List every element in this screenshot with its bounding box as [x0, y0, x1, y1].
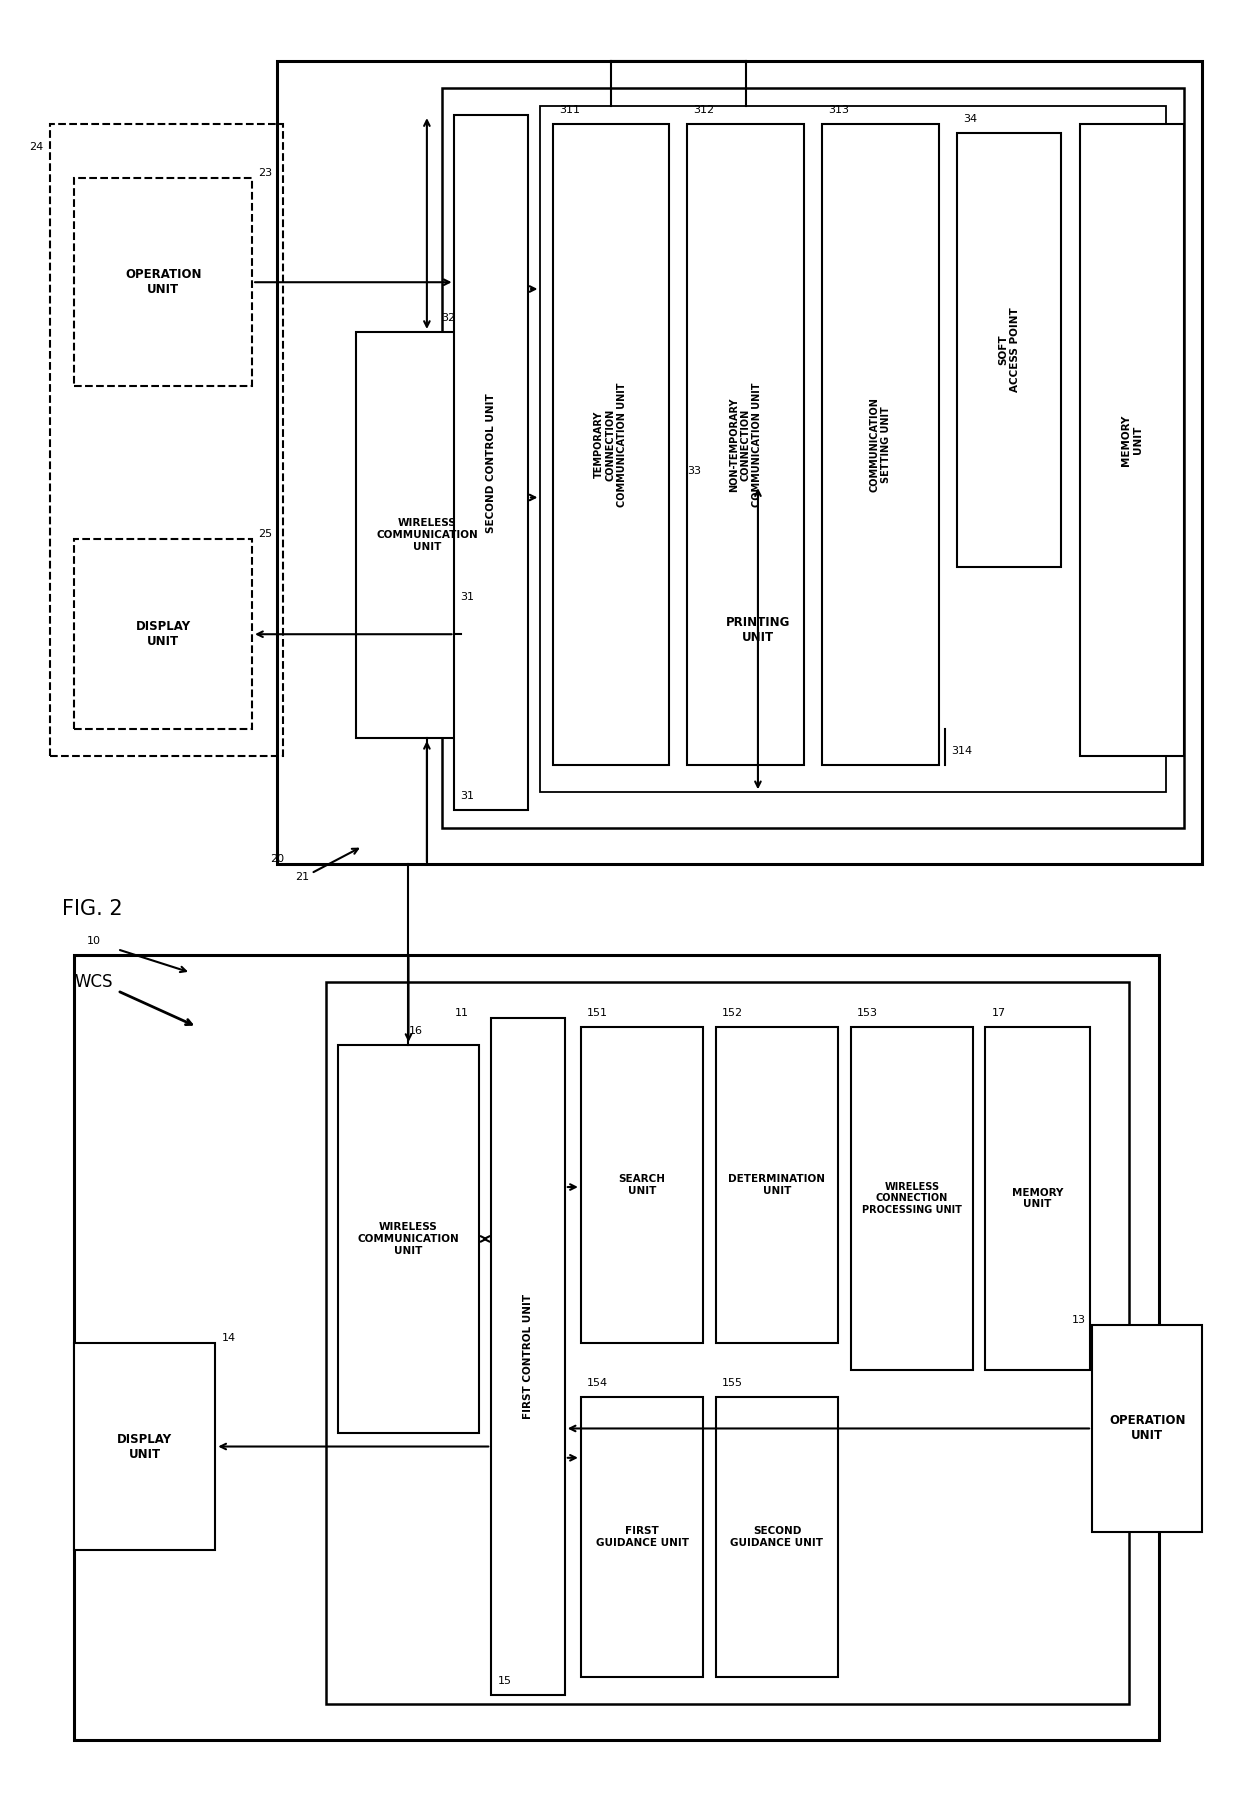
Text: 155: 155 — [722, 1377, 743, 1388]
FancyBboxPatch shape — [74, 955, 1159, 1739]
Text: DISPLAY
UNIT: DISPLAY UNIT — [118, 1433, 172, 1461]
Text: 313: 313 — [828, 106, 849, 115]
FancyBboxPatch shape — [687, 124, 804, 766]
Text: WIRELESS
COMMUNICATION
UNIT: WIRELESS COMMUNICATION UNIT — [357, 1222, 459, 1255]
Text: OPERATION
UNIT: OPERATION UNIT — [1109, 1415, 1185, 1442]
Text: PRINTING
UNIT: PRINTING UNIT — [725, 615, 790, 644]
Text: 25: 25 — [258, 529, 273, 540]
FancyBboxPatch shape — [851, 1028, 973, 1370]
FancyBboxPatch shape — [957, 133, 1061, 566]
Text: OPERATION
UNIT: OPERATION UNIT — [125, 267, 202, 296]
Text: 20: 20 — [270, 855, 285, 864]
Text: DISPLAY
UNIT: DISPLAY UNIT — [135, 620, 191, 648]
Text: 23: 23 — [258, 169, 273, 178]
Text: WCS: WCS — [74, 973, 113, 991]
Text: SEARCH
UNIT: SEARCH UNIT — [619, 1173, 666, 1195]
Text: 31: 31 — [460, 591, 475, 602]
Text: 16: 16 — [408, 1026, 423, 1035]
Text: 314: 314 — [951, 746, 972, 757]
FancyBboxPatch shape — [326, 982, 1128, 1704]
Text: TEMPORARY
CONNECTION
COMMUNICATION UNIT: TEMPORARY CONNECTION COMMUNICATION UNIT — [594, 382, 627, 508]
Text: 152: 152 — [722, 1008, 743, 1019]
FancyBboxPatch shape — [675, 486, 841, 775]
FancyBboxPatch shape — [553, 124, 670, 766]
Text: COMMUNICATION
SETTING UNIT: COMMUNICATION SETTING UNIT — [869, 397, 892, 493]
Text: NON-TEMPORARY
CONNECTION
COMMUNICATION UNIT: NON-TEMPORARY CONNECTION COMMUNICATION U… — [729, 382, 763, 508]
FancyBboxPatch shape — [715, 1397, 838, 1677]
FancyBboxPatch shape — [822, 124, 939, 766]
Text: 15: 15 — [497, 1675, 511, 1686]
Text: 33: 33 — [687, 466, 702, 477]
Text: 34: 34 — [963, 115, 977, 124]
FancyBboxPatch shape — [541, 106, 1166, 791]
Text: 151: 151 — [587, 1008, 608, 1019]
FancyBboxPatch shape — [74, 178, 252, 386]
FancyBboxPatch shape — [443, 87, 1184, 828]
FancyBboxPatch shape — [455, 115, 528, 809]
Text: 24: 24 — [30, 142, 43, 153]
FancyBboxPatch shape — [580, 1028, 703, 1342]
Text: 32: 32 — [441, 313, 455, 322]
FancyBboxPatch shape — [277, 62, 1203, 864]
Text: 13: 13 — [1071, 1315, 1086, 1324]
Text: DETERMINATION
UNIT: DETERMINATION UNIT — [728, 1173, 826, 1195]
Text: 153: 153 — [857, 1008, 878, 1019]
FancyBboxPatch shape — [339, 1044, 479, 1433]
Text: 312: 312 — [693, 106, 714, 115]
FancyBboxPatch shape — [1092, 1324, 1203, 1532]
FancyBboxPatch shape — [580, 1397, 703, 1677]
Text: 14: 14 — [222, 1333, 236, 1342]
Text: 21: 21 — [295, 873, 309, 882]
Text: 31: 31 — [460, 791, 475, 800]
FancyBboxPatch shape — [74, 540, 252, 729]
Text: 11: 11 — [455, 1008, 469, 1019]
Text: 154: 154 — [587, 1377, 608, 1388]
FancyBboxPatch shape — [491, 1019, 565, 1695]
Text: MEMORY
UNIT: MEMORY UNIT — [1121, 415, 1143, 466]
Text: MEMORY
UNIT: MEMORY UNIT — [1012, 1188, 1063, 1210]
Text: SECOND CONTROL UNIT: SECOND CONTROL UNIT — [486, 393, 496, 533]
FancyBboxPatch shape — [74, 1342, 216, 1550]
Text: WIRELESS
CONNECTION
PROCESSING UNIT: WIRELESS CONNECTION PROCESSING UNIT — [862, 1182, 962, 1215]
Text: 17: 17 — [992, 1008, 1006, 1019]
Text: FIG. 2: FIG. 2 — [62, 899, 123, 919]
Text: FIRST
GUIDANCE UNIT: FIRST GUIDANCE UNIT — [595, 1526, 688, 1548]
Text: FIRST CONTROL UNIT: FIRST CONTROL UNIT — [523, 1293, 533, 1419]
Text: SECOND
GUIDANCE UNIT: SECOND GUIDANCE UNIT — [730, 1526, 823, 1548]
FancyBboxPatch shape — [1080, 124, 1184, 757]
Text: WIRELESS
COMMUNICATION
UNIT: WIRELESS COMMUNICATION UNIT — [376, 518, 477, 551]
FancyBboxPatch shape — [715, 1028, 838, 1342]
Text: 311: 311 — [559, 106, 579, 115]
Text: 10: 10 — [87, 935, 100, 946]
Text: SOFT
ACCESS POINT: SOFT ACCESS POINT — [998, 307, 1021, 393]
FancyBboxPatch shape — [356, 331, 497, 739]
FancyBboxPatch shape — [986, 1028, 1090, 1370]
